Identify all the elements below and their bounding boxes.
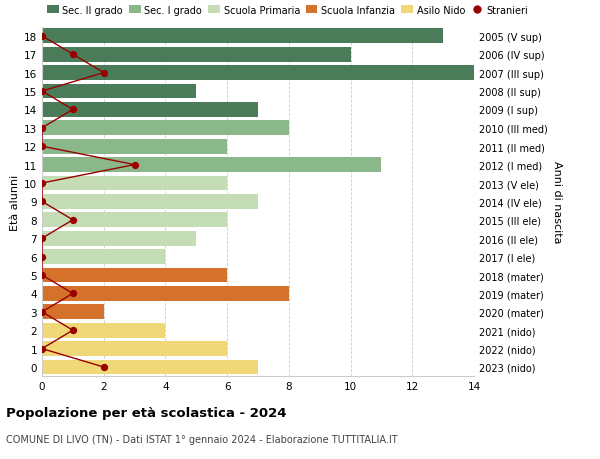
- Point: [37, 125, 47, 132]
- Point: [37, 143, 47, 151]
- Point: [68, 106, 77, 114]
- Bar: [42, 103, 258, 118]
- Bar: [42, 158, 382, 173]
- Bar: [42, 176, 227, 191]
- Point: [37, 253, 47, 261]
- Point: [37, 33, 47, 40]
- Text: COMUNE DI LIVO (TN) - Dati ISTAT 1° gennaio 2024 - Elaborazione TUTTITALIA.IT: COMUNE DI LIVO (TN) - Dati ISTAT 1° genn…: [6, 434, 398, 444]
- Point: [37, 272, 47, 279]
- Bar: [42, 195, 258, 209]
- Y-axis label: Età alunni: Età alunni: [10, 174, 20, 230]
- Bar: [42, 341, 227, 356]
- Bar: [42, 250, 166, 264]
- Point: [68, 51, 77, 59]
- Bar: [42, 121, 289, 136]
- Bar: [42, 213, 227, 228]
- Bar: [42, 29, 443, 44]
- Bar: [42, 84, 196, 99]
- Point: [37, 308, 47, 316]
- Point: [37, 180, 47, 187]
- Y-axis label: Anni di nascita: Anni di nascita: [551, 161, 562, 243]
- Bar: [42, 231, 196, 246]
- Bar: [42, 140, 227, 154]
- Point: [99, 364, 109, 371]
- Legend: Sec. II grado, Sec. I grado, Scuola Primaria, Scuola Infanzia, Asilo Nido, Stran: Sec. II grado, Sec. I grado, Scuola Prim…: [47, 6, 528, 16]
- Point: [68, 327, 77, 334]
- Bar: [42, 66, 474, 81]
- Bar: [42, 286, 289, 301]
- Point: [37, 198, 47, 206]
- Point: [99, 70, 109, 77]
- Bar: [42, 323, 166, 338]
- Point: [130, 162, 139, 169]
- Point: [37, 88, 47, 95]
- Bar: [42, 360, 258, 375]
- Point: [68, 290, 77, 297]
- Bar: [42, 305, 104, 319]
- Bar: [42, 268, 227, 283]
- Text: Popolazione per età scolastica - 2024: Popolazione per età scolastica - 2024: [6, 406, 287, 419]
- Bar: [42, 48, 350, 62]
- Point: [68, 217, 77, 224]
- Point: [37, 235, 47, 242]
- Point: [37, 345, 47, 353]
